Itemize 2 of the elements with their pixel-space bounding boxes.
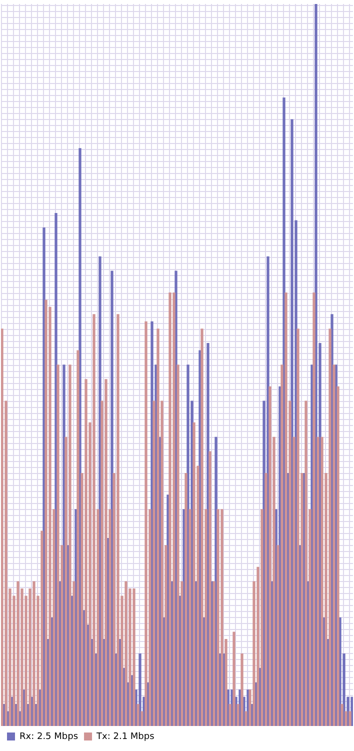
legend-label: Rx: 2.5 Mbps: [20, 732, 78, 742]
legend-label: Tx: 2.1 Mbps: [96, 732, 155, 742]
